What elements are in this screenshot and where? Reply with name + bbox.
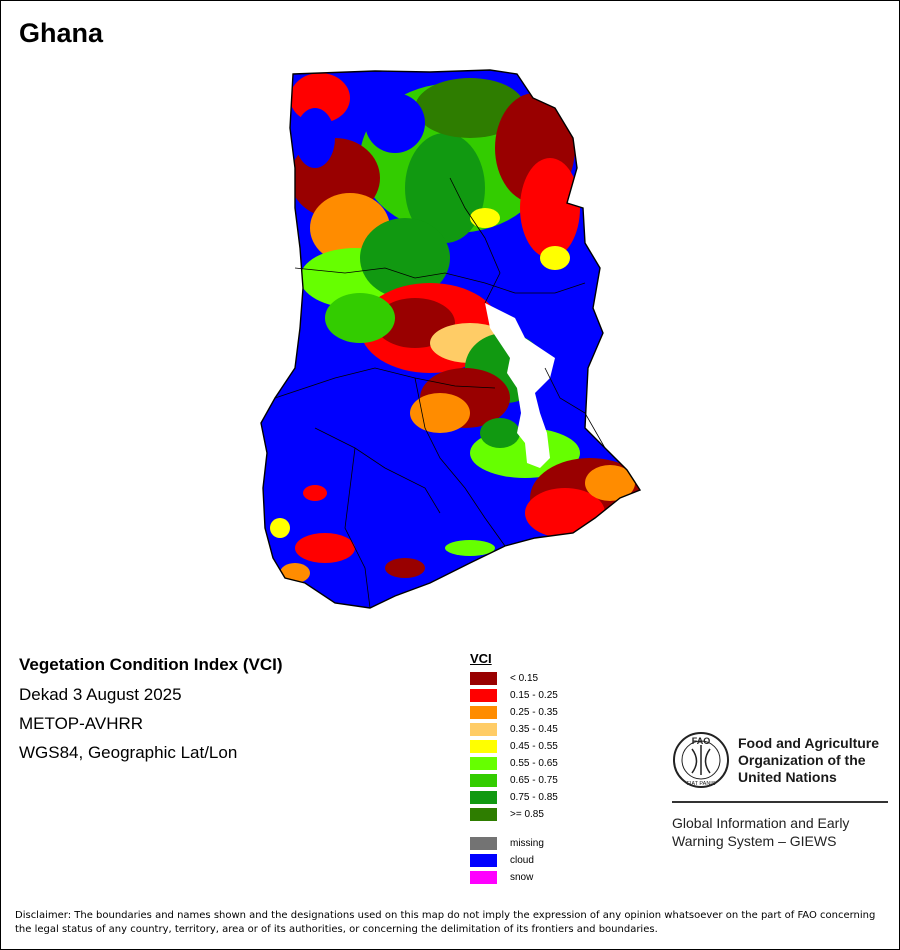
legend-swatch xyxy=(470,757,497,770)
legend-label: 0.45 - 0.55 xyxy=(510,741,558,752)
product-sensor: METOP-AVHRR xyxy=(19,714,144,733)
legend-item: 0.35 - 0.45 xyxy=(470,721,558,738)
legend-swatch xyxy=(470,871,497,884)
legend-swatch xyxy=(470,706,497,719)
vci-raster-layer xyxy=(261,70,640,608)
region-boundaries xyxy=(274,177,606,609)
product-period: Dekad 3 August 2025 xyxy=(19,685,182,704)
giews-line: Warning System – GIEWS xyxy=(672,833,837,849)
product-name: Vegetation Condition Index (VCI) xyxy=(19,655,283,674)
country-title: Ghana xyxy=(19,18,104,48)
legend-label: 0.75 - 0.85 xyxy=(510,792,558,803)
legend-item: 0.65 - 0.75 xyxy=(470,772,558,789)
legend-item: 0.25 - 0.35 xyxy=(470,704,558,721)
legend-swatch xyxy=(470,689,497,702)
fao-divider xyxy=(672,801,888,803)
legend-swatch xyxy=(470,837,497,850)
vci-legend: VCI < 0.15 0.15 - 0.25 0.25 - 0.35 0.35 - 0… xyxy=(470,651,558,886)
giews-line: Global Information and Early xyxy=(672,815,850,831)
legend-swatch xyxy=(470,791,497,804)
disclaimer-text: Disclaimer: The boundaries and names sho… xyxy=(15,910,876,935)
fao-logo-icon: FAO FIAT PANIS xyxy=(673,732,729,788)
ghana-vci-raster xyxy=(260,69,641,609)
legend-item: snow xyxy=(470,869,558,886)
map-info: Vegetation Condition Index (VCI) Dekad 3… xyxy=(19,655,283,772)
legend-label: cloud xyxy=(510,855,534,866)
svg-text:FAO: FAO xyxy=(692,736,711,746)
legend-title: VCI xyxy=(470,651,492,666)
fao-org-name: Food and Agriculture Organization of the… xyxy=(738,735,898,786)
legend-item: < 0.15 xyxy=(470,670,558,687)
legend-item: 0.75 - 0.85 xyxy=(470,789,558,806)
legend-item: missing xyxy=(470,835,558,852)
legend-label: >= 0.85 xyxy=(510,809,544,820)
legend-swatch xyxy=(470,854,497,867)
legend-label: missing xyxy=(510,838,544,849)
giews-name: Global Information and Early Warning Sys… xyxy=(672,814,900,850)
legend-label: snow xyxy=(510,872,534,883)
legend-swatch xyxy=(470,808,497,821)
legend-label: 0.55 - 0.65 xyxy=(510,758,558,769)
legend-item: cloud xyxy=(470,852,558,869)
legend-label: < 0.15 xyxy=(510,673,539,684)
legend-swatch xyxy=(470,740,497,753)
legend-label: 0.35 - 0.45 xyxy=(510,724,558,735)
fao-org-line: Food and Agriculture xyxy=(738,735,880,751)
legend-swatch xyxy=(470,672,497,685)
legend-label: 0.25 - 0.35 xyxy=(510,707,558,718)
fao-org-line: United Nations xyxy=(738,769,837,785)
legend-label: 0.65 - 0.75 xyxy=(510,775,558,786)
legend-swatch xyxy=(470,723,497,736)
legend-item: 0.15 - 0.25 xyxy=(470,687,558,704)
legend-label: 0.15 - 0.25 xyxy=(510,690,558,701)
product-projection: WGS84, Geographic Lat/Lon xyxy=(19,743,238,762)
legend-item: 0.45 - 0.55 xyxy=(470,738,558,755)
legend-item: 0.55 - 0.65 xyxy=(470,755,558,772)
legend-special-list: missing cloud snow xyxy=(470,835,558,886)
svg-text:FIAT PANIS: FIAT PANIS xyxy=(686,781,715,787)
legend-item: >= 0.85 xyxy=(470,806,558,823)
legend-swatch xyxy=(470,774,497,787)
legend-class-list: < 0.15 0.15 - 0.25 0.25 - 0.35 0.35 - 0.45 0… xyxy=(470,670,558,823)
fao-org-line: Organization of the xyxy=(738,752,866,768)
vci-map xyxy=(255,68,655,613)
